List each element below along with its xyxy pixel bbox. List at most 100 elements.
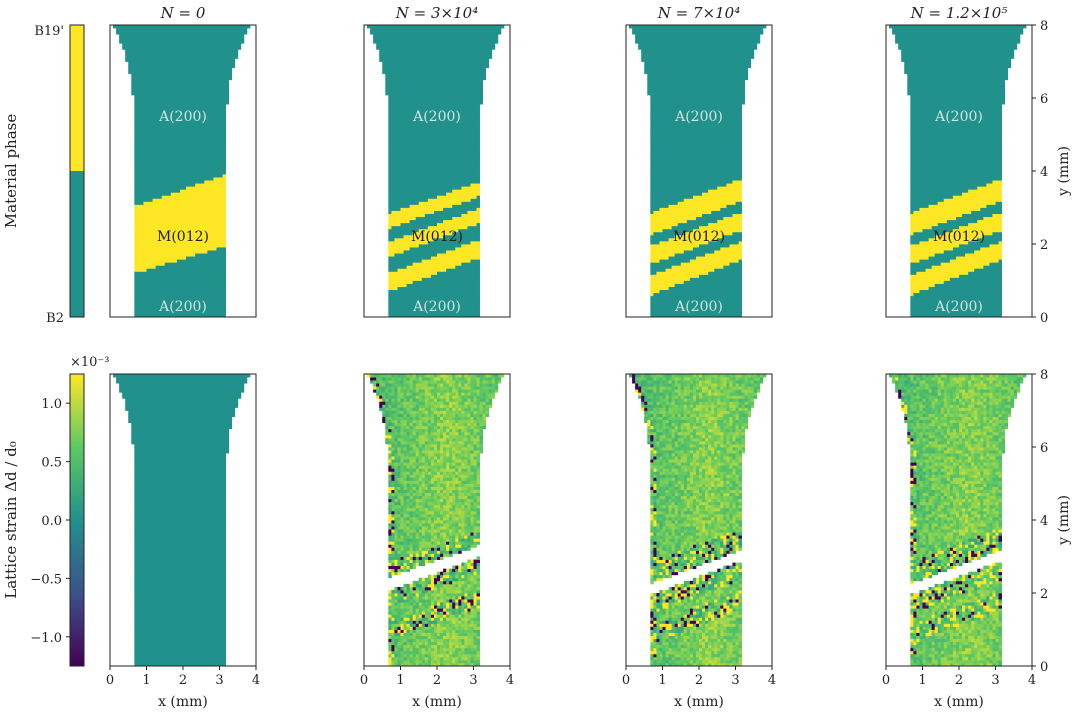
strain-cell bbox=[458, 599, 461, 602]
strain-cell bbox=[177, 453, 180, 456]
strain-cell bbox=[422, 584, 425, 587]
strain-cell bbox=[174, 423, 177, 426]
strain-cell bbox=[220, 553, 223, 556]
strain-cell bbox=[207, 477, 210, 480]
austenite-cell bbox=[983, 265, 1002, 268]
strain-cell bbox=[183, 426, 186, 429]
strain-cell bbox=[189, 508, 192, 511]
austenite-cell bbox=[647, 86, 745, 89]
strain-cell bbox=[201, 484, 204, 487]
austenite-cell bbox=[650, 204, 669, 207]
strain-cell bbox=[159, 651, 162, 654]
strain-cell bbox=[183, 456, 186, 459]
strain-cell bbox=[220, 496, 223, 499]
strain-cell bbox=[180, 508, 183, 511]
strain-cell bbox=[171, 614, 174, 617]
strain-cell bbox=[168, 645, 171, 648]
strain-cell bbox=[410, 563, 413, 566]
strain-cell bbox=[140, 541, 143, 544]
strain-cell bbox=[140, 596, 143, 599]
strain-cell bbox=[437, 639, 440, 642]
strain-cell bbox=[407, 587, 410, 590]
strain-cell bbox=[165, 611, 168, 614]
austenite-cell bbox=[388, 186, 461, 189]
x-tick-label: 3 bbox=[215, 673, 223, 688]
strain-cell bbox=[207, 441, 210, 444]
strain-cell bbox=[195, 377, 198, 380]
strain-cell bbox=[216, 480, 219, 483]
strain-cell bbox=[143, 398, 146, 401]
strain-cell bbox=[461, 581, 464, 584]
strain-cell bbox=[216, 474, 219, 477]
strain-cell bbox=[156, 380, 159, 383]
strain-cell bbox=[216, 575, 219, 578]
strain-cell bbox=[162, 593, 165, 596]
strain-cell bbox=[404, 633, 407, 636]
austenite-cell bbox=[910, 208, 920, 211]
strain-cell bbox=[143, 626, 146, 629]
strain-cell bbox=[229, 401, 232, 404]
strain-cell bbox=[207, 456, 210, 459]
martensite-cell bbox=[910, 290, 920, 293]
martensite-cell bbox=[186, 186, 226, 189]
strain-cell bbox=[137, 657, 140, 660]
strain-cell bbox=[198, 572, 201, 575]
strain-cell bbox=[213, 605, 216, 608]
strain-cell bbox=[207, 401, 210, 404]
strain-cell bbox=[452, 572, 455, 575]
strain-cell bbox=[207, 544, 210, 547]
strain-cell bbox=[461, 657, 464, 660]
strain-cell bbox=[394, 520, 397, 523]
strain-cell bbox=[440, 626, 443, 629]
strain-cell bbox=[419, 526, 422, 529]
strain-cell bbox=[440, 630, 443, 633]
strain-cell bbox=[213, 630, 216, 633]
strain-cell bbox=[223, 557, 226, 560]
strain-cell bbox=[425, 538, 428, 541]
strain-cell bbox=[134, 374, 137, 377]
strain-cell bbox=[477, 529, 480, 532]
strain-cell bbox=[201, 617, 204, 620]
strain-cell bbox=[204, 532, 207, 535]
austenite-cell bbox=[477, 195, 480, 198]
strain-cell bbox=[428, 538, 431, 541]
strain-cell bbox=[189, 560, 192, 563]
strain-cell bbox=[404, 636, 407, 639]
strain-cell bbox=[171, 651, 174, 654]
strain-cell bbox=[134, 654, 137, 657]
strain-cell bbox=[388, 572, 391, 575]
strain-cell bbox=[168, 474, 171, 477]
strain-cell bbox=[223, 584, 226, 587]
strain-cell bbox=[156, 535, 159, 538]
strain-cell bbox=[455, 596, 458, 599]
strain-cell bbox=[434, 526, 437, 529]
strain-cell bbox=[174, 614, 177, 617]
strain-cell bbox=[134, 480, 137, 483]
strain-cell bbox=[410, 587, 413, 590]
strain-cell bbox=[128, 407, 131, 410]
austenite-cell bbox=[376, 46, 495, 49]
strain-cell bbox=[210, 429, 213, 432]
strain-cell bbox=[147, 441, 150, 444]
austenite-cell bbox=[910, 192, 962, 195]
strain-cell bbox=[229, 423, 232, 426]
strain-cell bbox=[437, 593, 440, 596]
strain-cell bbox=[192, 529, 195, 532]
strain-cell bbox=[165, 529, 168, 532]
strain-cell bbox=[434, 584, 437, 587]
strain-cell bbox=[168, 465, 171, 468]
strain-cell bbox=[201, 560, 204, 563]
strain-cell bbox=[159, 465, 162, 468]
strain-cell bbox=[391, 544, 394, 547]
strain-cell bbox=[449, 526, 452, 529]
strain-cell bbox=[391, 560, 394, 563]
austenite-cell bbox=[373, 40, 498, 43]
strain-cell bbox=[401, 520, 404, 523]
austenite-cell bbox=[962, 214, 993, 217]
strain-cell bbox=[153, 602, 156, 605]
strain-cell bbox=[189, 487, 192, 490]
strain-cell bbox=[428, 557, 431, 560]
martensite-cell bbox=[470, 241, 480, 244]
strain-cell bbox=[165, 514, 168, 517]
strain-cell bbox=[394, 529, 397, 532]
